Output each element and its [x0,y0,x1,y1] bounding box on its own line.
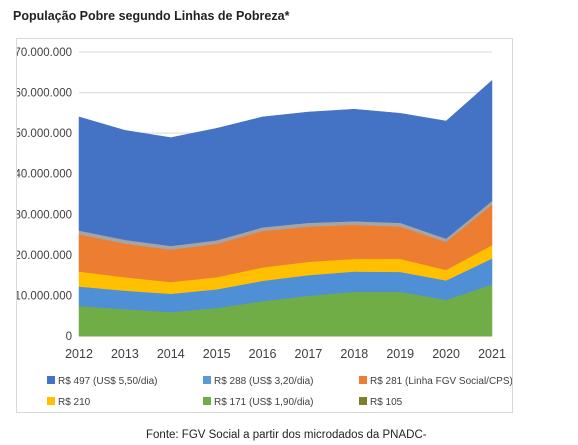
x-tick-label: 2016 [249,347,277,361]
y-tick-label: 30.000.000 [17,209,72,221]
x-tick-label: 2014 [157,347,185,361]
area-series [78,79,493,247]
y-tick-label: 0 [66,331,72,343]
legend-label: R$ 288 (US$ 3,20/dia) [214,376,314,387]
x-tick-label: 2015 [203,347,231,361]
legend-swatch [359,376,367,384]
legend-label: R$ 497 (US$ 5,50/dia) [58,376,158,387]
source-note: Fonte: FGV Social a partir dos microdado… [146,429,427,441]
y-tick-label: 50.000.000 [17,128,72,140]
y-tick-label: 60.000.000 [17,88,72,100]
legend-swatch [359,397,367,405]
legend-label: R$ 105 [370,397,403,408]
x-tick-label: 2013 [111,347,139,361]
y-tick-label: 20.000.000 [17,250,72,262]
x-tick-label: 2017 [295,347,323,361]
legend-swatch [47,397,55,405]
area-chart: 0 10.000.000 20.000.000 30.000.000 40.000.00… [14,47,512,408]
legend-label: R$ 171 (US$ 1,90/dia) [214,397,314,408]
x-tick-label: 2012 [65,347,93,361]
y-tick-label: 40.000.000 [17,169,72,181]
legend-label: R$ 281 (Linha FGV Social/CPS) [370,376,512,387]
x-tick-label: 2021 [478,347,506,361]
x-tick-label: 2020 [432,347,460,361]
legend-swatch [203,397,211,405]
chart-frame: 0 10.000.000 20.000.000 30.000.000 40.000.00… [14,38,513,413]
x-tick-label: 2019 [386,347,414,361]
legend-swatch [203,376,211,384]
legend-label: R$ 210 [58,397,91,408]
chart-title: População Pobre segundo Linhas de Pobrez… [13,9,290,23]
x-tick-label: 2018 [340,347,368,361]
y-tick-label: 70.000.000 [17,47,72,59]
y-tick-label: 10.000.000 [17,290,72,302]
legend-swatch [47,376,55,384]
